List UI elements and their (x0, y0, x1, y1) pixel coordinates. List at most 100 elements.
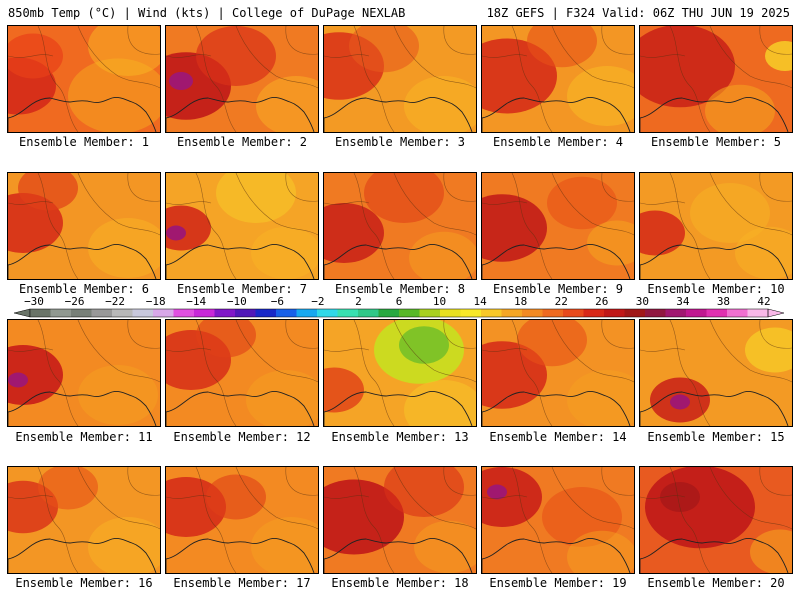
height-contour (482, 348, 528, 352)
height-contour (77, 173, 160, 236)
height-contour (601, 173, 634, 202)
temperature-blob (166, 225, 186, 241)
colorbar-swatch (255, 309, 277, 317)
colorbar-swatch (645, 309, 666, 317)
temperature-blob (745, 327, 792, 373)
ensemble-member-map (323, 172, 477, 280)
colorbar-swatch (563, 309, 584, 317)
colorbar-tick-label: −10 (227, 295, 247, 308)
height-contour (353, 467, 395, 573)
colorbar-swatch (419, 309, 441, 317)
ensemble-member-map (481, 466, 635, 574)
height-contour (759, 173, 792, 202)
member-label: Ensemble Member: 18 (331, 576, 469, 590)
ensemble-member-map (7, 319, 161, 427)
height-contour (37, 26, 79, 132)
temperature-field (640, 467, 792, 573)
ensemble-member-map (639, 172, 793, 280)
colorbar-swatch (481, 309, 502, 317)
colorbar-swatch (399, 309, 420, 317)
temperature-blob (547, 176, 617, 230)
temperature-blob (324, 203, 384, 263)
colorbar-high-arrow (767, 308, 785, 318)
temperature-field (482, 26, 634, 132)
temperature-blob (567, 530, 634, 573)
temperature-blob (196, 320, 256, 358)
colorbar-swatch (583, 309, 605, 317)
temperature-blob (169, 72, 193, 90)
colorbar-tick-label: −26 (65, 295, 85, 308)
member-label: Ensemble Member: 19 (489, 576, 627, 590)
temperature-colorbar: −30 −26 −22 −18 −14 −10 −6 −2 2 6 10 14 18 22 26 30 34 38… (0, 293, 800, 319)
colorbar-tick-label: −18 (146, 295, 166, 308)
coastline (640, 391, 789, 426)
colorbar-tick-label: 42 (757, 295, 770, 308)
run-valid-time: 18Z GEFS | F324 Valid: 06Z THU JUN 19 20… (486, 6, 790, 20)
height-contour (127, 26, 160, 55)
temperature-field (640, 320, 792, 426)
temperature-field (324, 467, 476, 573)
height-contour (235, 173, 318, 236)
colorbar-tick-label: −2 (311, 295, 324, 308)
coastline (166, 97, 315, 132)
temperature-blob (409, 231, 476, 279)
height-contour (285, 173, 318, 202)
temperature-blob (487, 484, 507, 500)
colorbar-swatch (358, 309, 379, 317)
temperature-blob (567, 370, 634, 426)
colorbar-swatch (50, 309, 72, 317)
height-contour (511, 320, 553, 426)
coastline (8, 244, 157, 279)
height-contour (601, 467, 634, 496)
colorbar-swatch (440, 309, 461, 317)
member-label: Ensemble Member: 17 (173, 576, 311, 590)
height-contour (285, 320, 318, 349)
colorbar-swatch (727, 309, 748, 317)
height-contour (37, 320, 79, 426)
height-contour (669, 467, 711, 573)
colorbar-tick-label: 22 (555, 295, 568, 308)
height-contour (511, 467, 553, 573)
temperature-field (482, 173, 634, 279)
height-contour (127, 173, 160, 202)
temperature-blob (660, 482, 700, 512)
temperature-blob (404, 76, 476, 132)
height-contour (393, 467, 476, 530)
temperature-blob (587, 220, 634, 266)
temperature-blob (246, 370, 318, 426)
temperature-blob (349, 26, 419, 73)
height-contour (640, 348, 686, 352)
colorbar-swatch (665, 309, 687, 317)
member-label: Ensemble Member: 2 (176, 135, 308, 149)
temperature-blob (18, 173, 78, 211)
height-contour (77, 26, 160, 89)
height-contour (166, 348, 212, 352)
temperature-blob (670, 394, 690, 410)
colorbar-swatch (706, 309, 728, 317)
height-contour (640, 201, 686, 205)
height-contour (393, 320, 476, 383)
height-contour (324, 348, 370, 352)
height-contour (759, 467, 792, 496)
colorbar-tick-label: 14 (473, 295, 487, 308)
colorbar-swatch (173, 309, 195, 317)
height-contour (37, 173, 79, 279)
temperature-blob (750, 529, 792, 573)
height-contour (511, 26, 553, 132)
colorbar-tick-label: −14 (186, 295, 206, 308)
ensemble-member-map (323, 319, 477, 427)
ensemble-member-map (7, 25, 161, 133)
temperature-blob (640, 26, 735, 108)
temperature-blob (8, 33, 63, 79)
temperature-blob (78, 365, 158, 425)
temperature-blob (384, 467, 464, 517)
temperature-blob (527, 26, 597, 68)
ensemble-member-map (165, 466, 319, 574)
member-label: Ensemble Member: 3 (334, 135, 466, 149)
colorbar-tick-label: 18 (514, 295, 527, 308)
colorbar-swatch (686, 309, 707, 317)
temperature-field (324, 320, 476, 426)
colorbar-tick-label: 34 (676, 295, 690, 308)
temperature-field (8, 26, 160, 132)
colorbar-tick-label: −30 (24, 295, 44, 308)
